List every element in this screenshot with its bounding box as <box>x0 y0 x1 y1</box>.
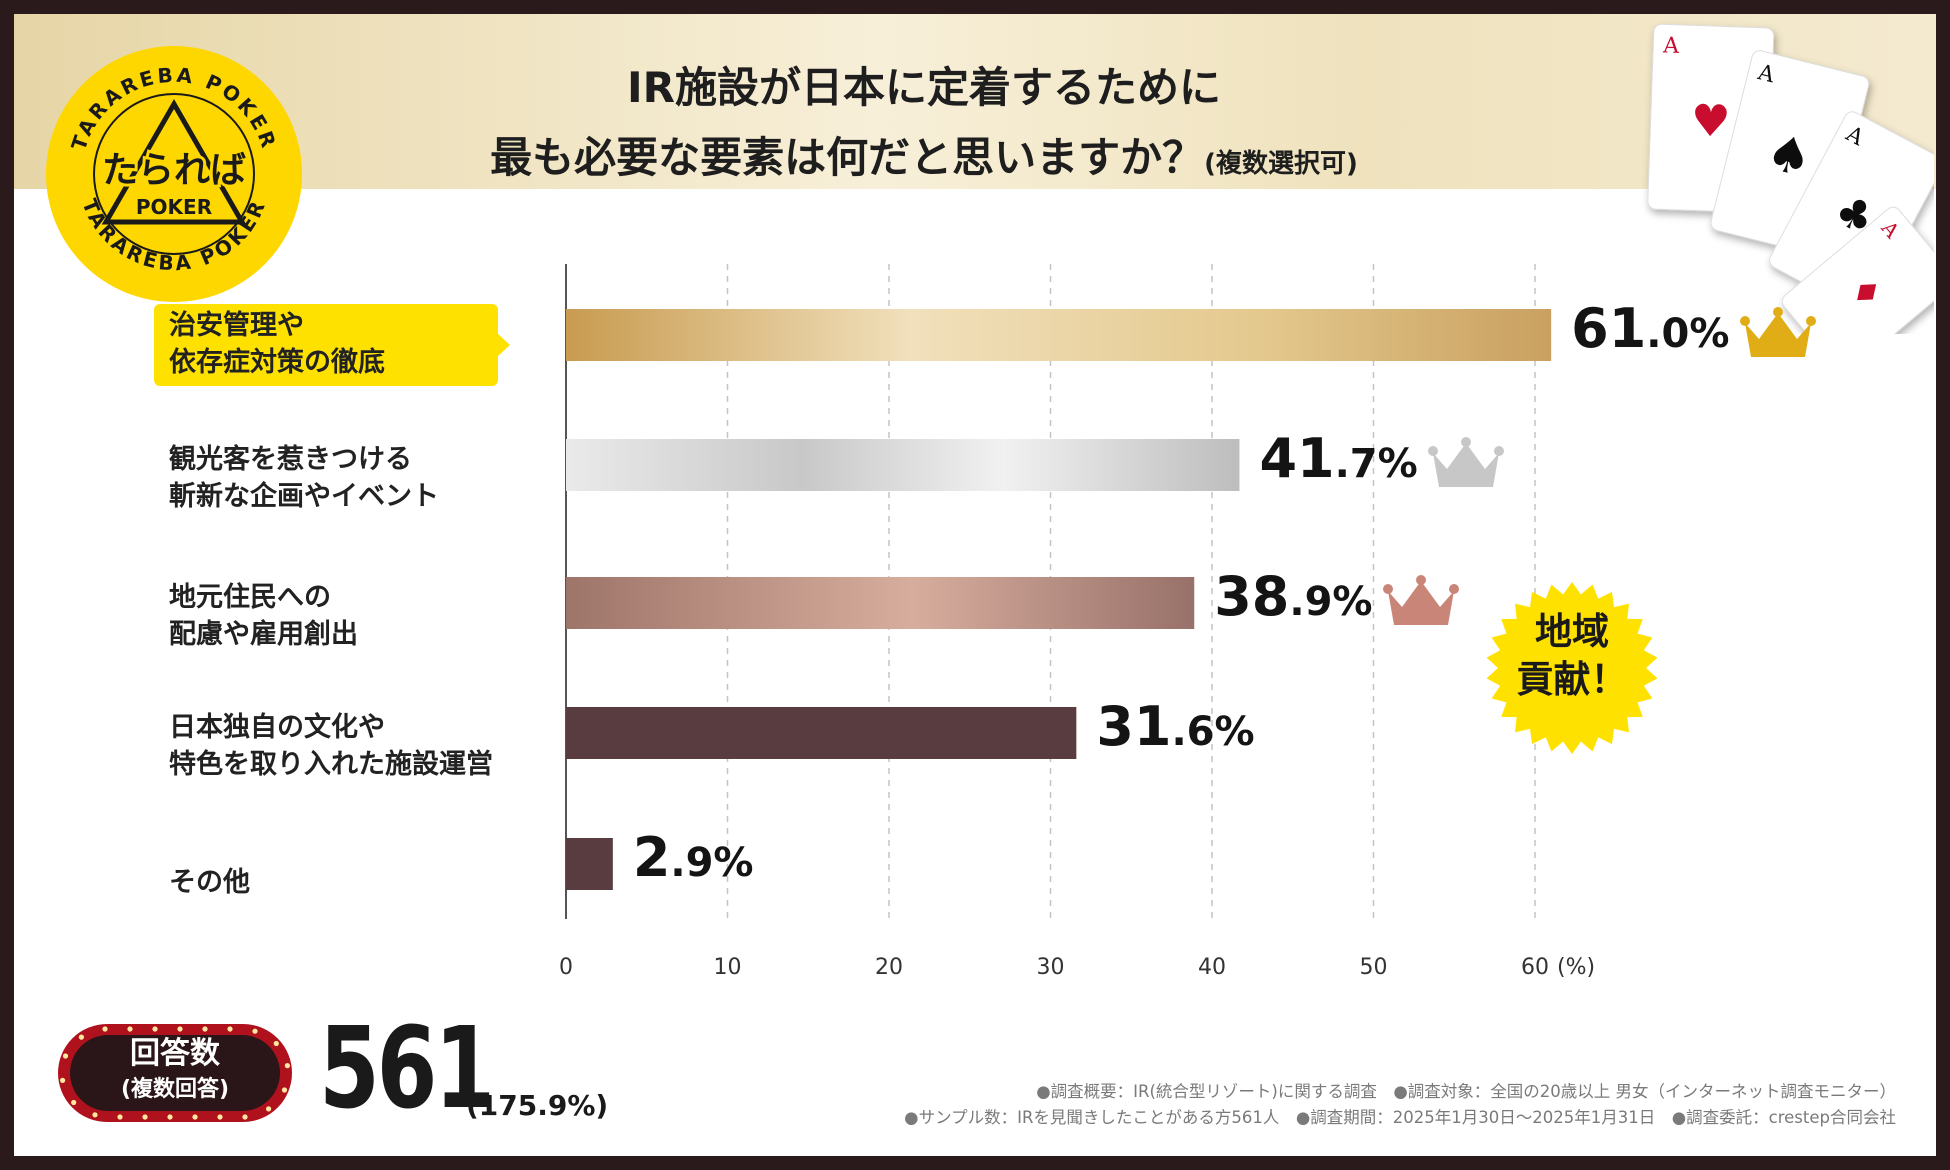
x-tick-label: 20 <box>875 955 903 980</box>
category-label: 日本独自の文化や 特色を取り入れた施設運営 <box>169 712 493 780</box>
logo-main-text: たられば <box>102 150 246 191</box>
response-sub-label: (複数回答) <box>120 1077 230 1102</box>
bars <box>566 309 1552 890</box>
svg-text:♥: ♥ <box>1690 95 1731 147</box>
x-tick-label: 30 <box>1037 955 1065 980</box>
title-line-2: 最も必要な要素は何だと思いますか？(複数選択可) <box>274 124 1574 185</box>
value-label: 61.0% <box>1571 297 1730 360</box>
bar <box>566 439 1240 491</box>
bar <box>566 309 1552 361</box>
value-label: 2.9% <box>632 826 754 889</box>
value-label: 31.6% <box>1096 695 1255 758</box>
crown-icon <box>1740 307 1816 357</box>
footnote-line-1: ●調査概要：IR(統合型リゾート)に関する調査 ●調査対象：全国の20歳以上 男… <box>1036 1082 1896 1101</box>
title-line-1: IR施設が日本に定着するために <box>627 63 1221 112</box>
tarareba-poker-logo: TARAREBA POKER TARAREBA POKER たられば POKER <box>46 46 302 302</box>
category-label: 観光客を惹きつける 斬新な企画やイベント <box>169 444 439 512</box>
response-count-badge <box>58 1024 292 1122</box>
bar <box>566 838 613 890</box>
playing-cards-illustration: A ♥ A A ♠ A ♣ A ♦ <box>1647 23 1934 334</box>
svg-text:A: A <box>1662 33 1681 59</box>
title-banner <box>14 14 1936 189</box>
x-axis: 0 10 20 30 40 50 60 (%) <box>559 955 1595 980</box>
crown-icon <box>1428 437 1504 487</box>
svg-text:A: A <box>1755 60 1779 89</box>
logo-triangle-icon <box>101 98 247 225</box>
response-count-label: 回答数 (複数回答) <box>56 1036 294 1108</box>
crown-icon <box>1383 575 1459 625</box>
crowns <box>1383 307 1816 625</box>
x-tick-label: 0 <box>559 955 573 980</box>
highlight-label-background <box>154 304 498 386</box>
value-label: 38.9% <box>1214 565 1373 628</box>
response-count-percent: (175.9%) <box>466 1089 609 1122</box>
x-unit-label: (%) <box>1557 955 1595 980</box>
title-question: 最も必要な要素は何だと思いますか？ <box>490 133 1205 182</box>
title-note: (複数選択可) <box>1204 149 1358 179</box>
highlight-label-pointer <box>496 332 510 358</box>
regional-contribution-badge <box>1486 582 1658 754</box>
x-tick-label: 10 <box>714 955 742 980</box>
bar <box>566 577 1195 629</box>
bar <box>566 707 1077 759</box>
category-label: 治安管理や 依存症対策の徹底 <box>169 310 385 378</box>
bar-chart: 0 10 20 30 40 50 60 (%) <box>559 264 1816 980</box>
response-count-number: 561 <box>319 1004 495 1134</box>
grid-lines <box>565 264 1536 919</box>
x-tick-label: 50 <box>1360 955 1388 980</box>
response-label: 回答数 <box>130 1036 220 1071</box>
value-label: 41.7% <box>1259 427 1418 490</box>
logo-sub-text: POKER <box>136 195 212 219</box>
category-label: その他 <box>169 867 250 898</box>
x-tick-label: 40 <box>1198 955 1226 980</box>
category-label: 地元住民への 配慮や雇用創出 <box>169 582 358 650</box>
x-tick-label: 60 <box>1521 955 1549 980</box>
infographic-frame: IR施設が日本に定着するために 最も必要な要素は何だと思いますか？(複数選択可)… <box>14 14 1936 1156</box>
badge-line-2: 貢献！ <box>1516 658 1628 701</box>
badge-line-1: 地域 <box>1535 610 1609 653</box>
regional-contribution-text: 地域貢献！ <box>1484 608 1660 704</box>
footnote-line-2: ●サンプル数：IRを見聞きしたことがある方561人 ●調査期間：2025年1月3… <box>904 1108 1896 1127</box>
